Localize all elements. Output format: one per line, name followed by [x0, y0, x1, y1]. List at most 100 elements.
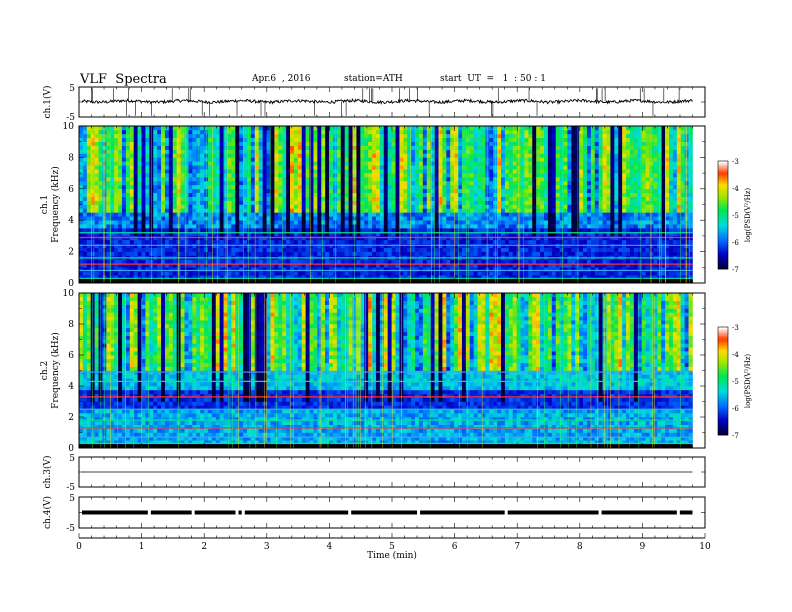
ch1-spectrogram-cell — [512, 212, 517, 217]
ch1-spectrogram-cell — [200, 208, 205, 213]
ch1-spectrogram-cell — [536, 133, 541, 139]
ch1-spectrogram-cell — [407, 141, 412, 146]
ch1-spectrogram-cell — [442, 231, 447, 237]
ch1-spectrogram-cell — [254, 231, 260, 237]
ch1-spectrogram-cell — [403, 188, 408, 194]
ch1-spectrogram-cell — [137, 165, 142, 170]
ch1-spectrogram-cell — [317, 165, 322, 170]
ch1-spectrogram-cell — [254, 220, 260, 225]
ch1-spectrogram-cell — [321, 169, 326, 174]
ch1-spectrogram-cell — [368, 169, 373, 174]
ch1-spectrogram-cell — [329, 228, 334, 233]
ch1-spectrogram-cell — [501, 259, 506, 264]
ch1-spectrogram-cell — [121, 157, 127, 162]
ch1-spectrogram-cell — [356, 141, 361, 146]
ch1-spectrogram-cell — [250, 259, 256, 264]
ch1-spectrogram-cell — [536, 200, 541, 205]
ch1-spectrogram-cell — [458, 169, 463, 174]
ch1-spectrogram-cell — [415, 224, 420, 229]
ch1-spectrogram-cell — [211, 177, 217, 182]
ch1-spectrogram-cell — [547, 133, 553, 139]
ch1-spectrogram-cell — [274, 184, 279, 190]
ch1-spectrogram-cell — [329, 216, 334, 221]
ch1-spectrogram-cell — [188, 231, 193, 237]
ch1-spectrogram-cell — [121, 165, 127, 170]
ch1-spectrogram-cell — [305, 180, 310, 186]
ch1-spectrogram-cell — [188, 153, 193, 158]
ch1-spectrogram-cell — [133, 129, 138, 135]
ch1-spectrogram-cell — [79, 177, 84, 182]
ch1-spectrogram-cell — [532, 208, 537, 213]
ch1-spectrogram-cell — [286, 188, 291, 194]
ch1-spectrogram-cell — [133, 212, 138, 217]
ch1-spectrogram-cell — [243, 180, 248, 186]
ch1-spectrogram-cell — [395, 180, 400, 186]
ch1-spectrogram-cell — [125, 224, 131, 229]
ch1-spectrogram-cell — [415, 204, 420, 209]
ch1-spectrogram-cell — [219, 275, 224, 280]
ch1-spectrogram-cell — [458, 192, 463, 197]
ch1-spectrogram-cell — [536, 247, 541, 252]
ch1-spectrogram-cell — [172, 220, 177, 225]
ch1-spectrogram-cell — [481, 204, 486, 209]
ch1-spectrogram-cell — [450, 180, 455, 186]
ch1-spectrogram-cell — [196, 141, 201, 146]
ch1-spectrogram-cell — [235, 184, 240, 190]
ch1-spectrogram-cell — [446, 184, 451, 190]
ch1-spectrogram-cell — [94, 129, 99, 135]
ch1-spectrogram-cell — [356, 180, 361, 186]
ch1-spectrogram-cell — [477, 157, 482, 162]
ch1-spectrogram-cell — [118, 161, 123, 166]
ch1-spectrogram-cell — [528, 239, 533, 245]
ch1-spectrogram-cell — [266, 200, 271, 205]
ch1-spectrogram-cell — [520, 200, 525, 205]
ch1-spectrogram-cell — [356, 271, 361, 276]
ch1-spectrogram-cell — [293, 153, 299, 158]
ch1-spectrogram-cell — [305, 141, 310, 146]
ch1-spectrogram-cell — [340, 208, 346, 213]
ch1-spectrogram-cell — [375, 228, 381, 233]
ch1-spectrogram-cell — [118, 259, 123, 264]
ch1-spectrogram-cell — [274, 271, 279, 276]
ch1-spectrogram-cell — [340, 149, 346, 154]
ch1-spectrogram-cell — [235, 212, 240, 217]
ch1-spectrogram-cell — [196, 251, 201, 256]
ch1-spectrogram-cell — [473, 224, 478, 229]
ch1-spectrogram-cell — [504, 133, 510, 139]
ch1-spectrogram-cell — [196, 153, 201, 158]
ch1-spectrogram-cell — [442, 141, 447, 146]
ch1-spectrogram-cell — [266, 216, 271, 221]
ch1-spectrogram-cell — [422, 165, 428, 170]
ch1-spectrogram-cell — [235, 271, 240, 276]
ch1-spectrogram-cell — [180, 157, 185, 162]
ch1-spectrogram-cell — [434, 263, 439, 268]
ch1-spectrogram-cell — [86, 228, 92, 233]
ch1-spectrogram-cell — [141, 188, 146, 194]
ch1-spectrogram-cell — [258, 259, 263, 264]
ch1-spectrogram-cell — [407, 247, 412, 252]
ch1-spectrogram-cell — [274, 153, 279, 158]
ch1-spectrogram-cell — [211, 267, 217, 272]
ch1-spectrogram-cell — [227, 208, 232, 213]
ch1-spectrogram-cell — [489, 184, 494, 190]
ch1-spectrogram-cell — [82, 137, 88, 142]
ch1-spectrogram-cell — [536, 169, 541, 174]
ch1-spectrogram-cell — [450, 251, 455, 256]
ch1-spectrogram-cell — [329, 126, 334, 131]
ch1-spectrogram-cell — [418, 239, 424, 245]
ch1-spectrogram-cell — [481, 231, 486, 237]
ch1-spectrogram-cell — [325, 149, 330, 154]
ch1-spectrogram-cell — [321, 133, 326, 139]
ch1-spectrogram-cell — [98, 129, 103, 135]
ch1-spectrogram-cell — [313, 228, 318, 233]
ch1-spectrogram-cell — [258, 231, 263, 237]
ch1-spectrogram-cell — [313, 157, 318, 162]
ch1-spectrogram-cell — [501, 173, 506, 178]
ch1-spectrogram-cell — [403, 271, 408, 276]
ch1-spectrogram-cell — [247, 204, 252, 209]
ch1-spectrogram-cell — [504, 137, 510, 142]
ch1-spectrogram-cell — [344, 129, 349, 135]
ch1-spectrogram-cell — [458, 200, 463, 205]
ch1-spectrogram-cell — [520, 161, 525, 166]
ch1-spectrogram-cell — [106, 200, 111, 205]
